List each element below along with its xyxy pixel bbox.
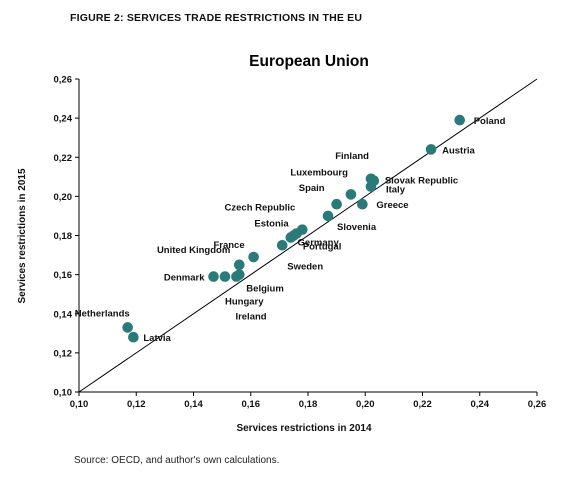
point-netherlands	[122, 322, 133, 333]
x-tick-label: 0,10	[70, 399, 89, 410]
label-czech-republic: Czech Republic	[225, 203, 296, 214]
source-note: Source: OECD, and author's own calculati…	[74, 455, 280, 466]
point-greece	[357, 198, 368, 210]
point-luxembourg	[345, 189, 357, 200]
reference-line	[78, 78, 538, 393]
label-germany: Germany	[298, 238, 340, 249]
label-greece: Greece	[376, 200, 408, 211]
x-tick-label: 0,22	[413, 399, 432, 410]
label-hungary: Hungary	[225, 297, 264, 308]
point-labels: Poland Austria Finland Slovak RepublicItaly…	[75, 116, 506, 344]
x-tick-label: 0,16	[242, 399, 261, 410]
reference-line-group	[78, 78, 538, 393]
label-denmark: Denmark	[164, 273, 205, 284]
point-portugal	[285, 232, 297, 243]
figure-label: FIGURE 2: SERVICES TRADE RESTRICTIONS IN…	[70, 12, 363, 24]
y-tick-label: 0,12	[54, 348, 73, 359]
point-belgium	[234, 269, 245, 280]
x-tick-label: 0,12	[127, 399, 146, 410]
y-tick-label: 0,26	[54, 75, 73, 86]
x-tick-label: 0,24	[471, 399, 490, 410]
label-spain: Spain	[299, 183, 325, 194]
label-luxembourg: Luxembourg	[290, 167, 348, 178]
label-slovak-republic: Slovak Republic	[385, 176, 458, 187]
y-axis-title: Services restrictions in 2015	[17, 168, 28, 304]
x-tick-label: 0,14	[184, 399, 203, 410]
point-denmark	[208, 271, 219, 282]
point-hungary	[219, 271, 231, 282]
label-slovenia: Slovenia	[337, 222, 377, 233]
y-tick-label: 0,24	[54, 114, 73, 125]
label-belgium: Belgium	[246, 284, 283, 295]
label-portugal: Portugal	[303, 241, 342, 252]
point-united-kingdom	[234, 259, 245, 271]
chart-title: European Union	[249, 53, 369, 70]
label-sweden: Sweden	[287, 261, 323, 272]
label-estonia: Estonia	[254, 219, 289, 230]
point-italy	[365, 181, 377, 192]
point-spain	[331, 198, 342, 210]
label-france: France	[213, 240, 244, 251]
y-tick-label: 0,18	[54, 231, 73, 242]
point-latvia	[128, 331, 139, 343]
point-poland	[454, 114, 466, 126]
label-netherlands: Netherlands	[75, 308, 130, 319]
x-tick-label: 0,26	[528, 399, 547, 410]
y-tick-label: 0,10	[54, 388, 73, 399]
point-slovenia	[322, 210, 334, 222]
x-axis-title: Services restrictions in 2014	[236, 423, 372, 434]
label-austria: Austria	[442, 145, 475, 156]
x-tick-label: 0,18	[299, 399, 318, 410]
y-tick-label: 0,16	[54, 270, 73, 281]
label-united-kingdom: United Kingdom	[157, 245, 230, 256]
label-ireland: Ireland	[235, 312, 266, 323]
y-tick-label: 0,22	[54, 153, 73, 164]
label-latvia: Latvia	[143, 333, 171, 344]
x-tick-label: 0,20	[356, 399, 375, 410]
label-poland: Poland	[474, 116, 506, 127]
point-austria	[425, 144, 437, 155]
y-tick-label: 0,14	[54, 309, 73, 320]
axes: 0,10 0,12 0,14 0,16 0,18 0,20 0,22 0,24 0,26 0,10…	[54, 75, 547, 411]
label-finland: Finland	[335, 151, 369, 162]
data-points	[122, 114, 466, 343]
point-france	[248, 251, 259, 263]
label-italy: Italy	[386, 185, 406, 196]
y-tick-label: 0,20	[54, 192, 73, 203]
point-sweden	[276, 239, 288, 251]
